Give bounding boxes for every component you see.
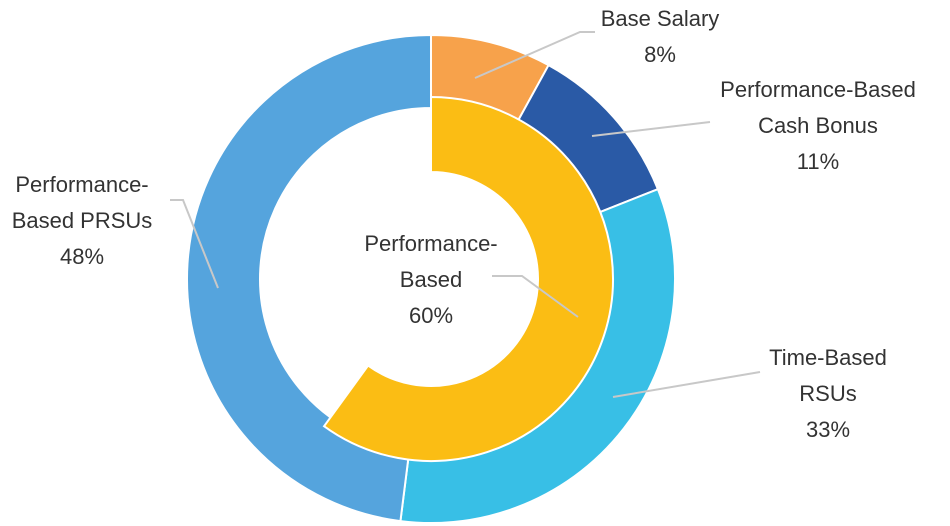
- value-label-performance-based-prsus: 48%: [60, 244, 104, 269]
- label-line-performance-based: Performance-: [364, 231, 497, 256]
- leader-lines: [170, 31, 761, 398]
- value-label-performance-based-cash-bonus: 11%: [797, 149, 839, 174]
- label-line-performance-based-prsus: Based PRSUs: [12, 208, 153, 233]
- leader-line-base-salary: [474, 31, 595, 79]
- label-line-performance-based-cash-bonus: Performance-Based: [720, 77, 916, 102]
- label-line-base-salary: Base Salary: [601, 6, 720, 31]
- label-line-performance-based: Based: [400, 267, 462, 292]
- leader-line-performance-based: [492, 275, 579, 318]
- label-line-performance-based-prsus: Performance-: [15, 172, 148, 197]
- value-label-base-salary: 8%: [644, 42, 676, 67]
- slice-performance-based: [322, 95, 614, 462]
- label-line-time-based-rsus: RSUs: [799, 381, 856, 406]
- value-label-time-based-rsus: 33%: [806, 417, 850, 442]
- label-line-performance-based-cash-bonus: Cash Bonus: [758, 113, 878, 138]
- value-label-performance-based: 60%: [409, 303, 453, 328]
- leader-line-performance-based-cash-bonus: [591, 121, 711, 137]
- leader-line-performance-based-prsus: [170, 199, 219, 289]
- inner-ring: [322, 95, 614, 462]
- label-line-time-based-rsus: Time-Based: [769, 345, 887, 370]
- leader-line-time-based-rsus: [612, 371, 761, 398]
- slice-performance-based-prsus: [186, 33, 432, 523]
